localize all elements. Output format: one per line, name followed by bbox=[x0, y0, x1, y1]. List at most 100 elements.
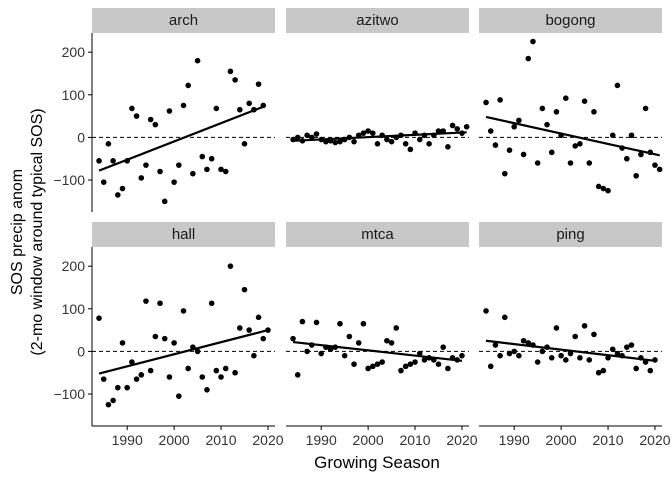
data-point bbox=[553, 109, 560, 115]
data-point bbox=[586, 160, 593, 166]
x-tick-label: 2000 bbox=[353, 432, 384, 448]
x-tick-label: 2010 bbox=[399, 432, 430, 448]
trend-line bbox=[485, 115, 660, 157]
data-point bbox=[520, 151, 527, 158]
data-point bbox=[304, 348, 310, 355]
data-point bbox=[147, 367, 154, 374]
data-point bbox=[115, 384, 121, 391]
data-point bbox=[600, 367, 607, 374]
data-point bbox=[105, 401, 112, 408]
data-point bbox=[572, 333, 578, 340]
panel-bogong: bogong bbox=[479, 8, 663, 194]
data-point bbox=[544, 121, 550, 128]
data-point bbox=[506, 147, 513, 154]
y-tick-label: 200 bbox=[62, 44, 86, 60]
x-tick-label: 2000 bbox=[546, 432, 577, 448]
data-point bbox=[222, 365, 229, 372]
data-point bbox=[483, 99, 489, 106]
data-point bbox=[213, 105, 220, 112]
data-point bbox=[199, 374, 206, 380]
data-point bbox=[166, 374, 173, 380]
data-point bbox=[642, 105, 649, 112]
data-point bbox=[218, 374, 224, 380]
data-point bbox=[313, 131, 320, 137]
data-point bbox=[304, 132, 310, 139]
data-point bbox=[487, 363, 494, 370]
data-point bbox=[581, 323, 588, 329]
facet-strip bbox=[286, 222, 469, 247]
data-point bbox=[346, 333, 353, 340]
panel-arch: arch −100 0 100 200 bbox=[53, 8, 275, 212]
data-point bbox=[143, 298, 149, 304]
data-point bbox=[563, 95, 569, 102]
data-point bbox=[416, 136, 423, 143]
facet-strip bbox=[479, 222, 662, 247]
y-axis-title: SOS precip anom bbox=[9, 169, 26, 295]
data-point bbox=[105, 141, 112, 147]
data-point bbox=[374, 361, 381, 368]
data-point bbox=[199, 153, 206, 160]
data-point bbox=[208, 300, 215, 307]
data-point bbox=[337, 138, 343, 145]
data-point bbox=[591, 331, 597, 338]
x-tick-label: 1990 bbox=[306, 432, 337, 448]
data-point bbox=[511, 123, 517, 130]
data-point bbox=[586, 357, 593, 363]
data-point bbox=[152, 121, 159, 128]
data-point bbox=[190, 170, 196, 177]
data-point bbox=[341, 352, 348, 359]
data-point bbox=[241, 141, 248, 147]
data-point bbox=[459, 352, 465, 359]
data-point bbox=[407, 361, 414, 368]
data-point bbox=[327, 346, 334, 353]
data-point bbox=[412, 359, 418, 365]
facet-strip-label: hall bbox=[172, 226, 195, 243]
data-point bbox=[370, 363, 376, 370]
data-point bbox=[119, 340, 126, 346]
facet-strip-label: bogong bbox=[545, 12, 595, 29]
x-tick-label: 2010 bbox=[592, 432, 623, 448]
x-tick-label: 2020 bbox=[252, 432, 283, 448]
data-point bbox=[563, 357, 569, 363]
data-point bbox=[393, 325, 400, 331]
data-point bbox=[110, 158, 116, 164]
data-point bbox=[426, 141, 432, 147]
data-point bbox=[398, 367, 404, 374]
trend-line bbox=[292, 340, 463, 362]
data-point bbox=[483, 308, 489, 314]
data-point bbox=[614, 82, 621, 89]
data-point bbox=[421, 357, 428, 363]
data-point bbox=[152, 333, 159, 340]
x-tick-label: 2020 bbox=[639, 432, 670, 448]
data-point bbox=[638, 151, 644, 158]
data-point bbox=[204, 386, 210, 393]
data-point bbox=[609, 132, 616, 139]
data-point bbox=[241, 286, 248, 293]
data-point bbox=[237, 325, 243, 331]
data-point bbox=[628, 342, 635, 348]
y-tick-label: 100 bbox=[62, 87, 86, 103]
data-point bbox=[558, 352, 564, 359]
data-point bbox=[133, 376, 140, 382]
data-point bbox=[251, 352, 257, 359]
data-point bbox=[402, 363, 409, 370]
data-point bbox=[194, 348, 201, 355]
data-point bbox=[180, 102, 187, 109]
data-point bbox=[402, 141, 409, 147]
data-point bbox=[605, 187, 611, 194]
data-point bbox=[351, 138, 357, 145]
data-point bbox=[255, 81, 262, 87]
data-point bbox=[318, 350, 324, 357]
facet-strip bbox=[286, 8, 469, 33]
data-point bbox=[388, 138, 395, 145]
data-point bbox=[161, 198, 168, 205]
data-point bbox=[246, 327, 252, 333]
facet-strip-label: azitwo bbox=[356, 12, 399, 29]
data-point bbox=[502, 314, 508, 321]
data-point bbox=[445, 143, 451, 150]
data-point bbox=[129, 105, 135, 112]
data-point bbox=[614, 350, 621, 357]
x-tick-label: 2010 bbox=[205, 432, 236, 448]
data-point bbox=[313, 319, 320, 326]
data-point bbox=[365, 128, 371, 134]
